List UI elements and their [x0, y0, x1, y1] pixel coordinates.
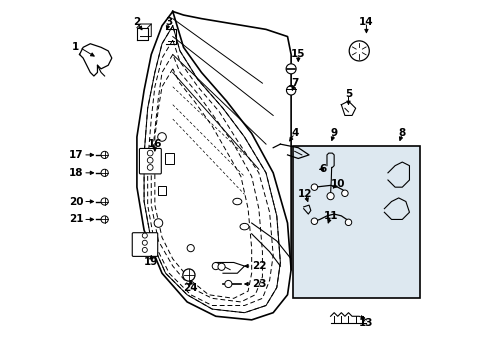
Text: 23: 23	[251, 279, 265, 289]
Ellipse shape	[232, 198, 241, 205]
Bar	[164, 153, 173, 164]
Circle shape	[147, 157, 153, 163]
Circle shape	[212, 262, 219, 270]
Text: 24: 24	[183, 283, 198, 293]
Circle shape	[341, 190, 347, 197]
FancyBboxPatch shape	[139, 148, 161, 174]
Circle shape	[326, 193, 333, 200]
Text: 7: 7	[290, 78, 298, 88]
Circle shape	[101, 216, 108, 223]
Text: 8: 8	[398, 129, 405, 138]
Circle shape	[147, 165, 153, 170]
Circle shape	[310, 218, 317, 225]
Text: 20: 20	[68, 197, 83, 207]
Text: 19: 19	[144, 257, 158, 267]
Text: 16: 16	[147, 139, 162, 149]
Circle shape	[142, 233, 147, 238]
Circle shape	[101, 151, 108, 158]
Circle shape	[183, 269, 195, 281]
Circle shape	[142, 240, 147, 245]
Text: 9: 9	[330, 129, 337, 138]
Circle shape	[218, 263, 224, 270]
Text: 4: 4	[290, 129, 298, 138]
Bar	[292, 146, 419, 298]
Text: 14: 14	[358, 17, 373, 27]
Text: 10: 10	[330, 179, 344, 189]
Circle shape	[147, 150, 153, 156]
Text: 5: 5	[344, 89, 351, 99]
Text: 18: 18	[68, 168, 83, 178]
Text: 22: 22	[251, 261, 265, 271]
Circle shape	[142, 247, 147, 252]
Bar	[158, 186, 165, 195]
FancyBboxPatch shape	[132, 233, 158, 256]
Circle shape	[348, 41, 368, 61]
Circle shape	[158, 133, 166, 141]
Text: 17: 17	[68, 150, 83, 160]
Text: 6: 6	[319, 164, 326, 174]
Circle shape	[310, 184, 317, 190]
Ellipse shape	[240, 224, 248, 230]
Circle shape	[286, 86, 295, 95]
Circle shape	[101, 169, 108, 176]
Text: 21: 21	[68, 215, 83, 224]
Text: 12: 12	[298, 189, 312, 199]
Text: 2: 2	[133, 17, 140, 27]
Text: 11: 11	[323, 211, 337, 221]
Circle shape	[224, 280, 231, 288]
Text: 15: 15	[290, 49, 305, 59]
Circle shape	[154, 219, 163, 227]
Text: 3: 3	[165, 17, 172, 27]
Circle shape	[101, 198, 108, 205]
Text: 13: 13	[359, 319, 373, 328]
Circle shape	[345, 219, 351, 226]
Text: 1: 1	[72, 42, 80, 52]
Circle shape	[187, 244, 194, 252]
Circle shape	[285, 64, 296, 74]
